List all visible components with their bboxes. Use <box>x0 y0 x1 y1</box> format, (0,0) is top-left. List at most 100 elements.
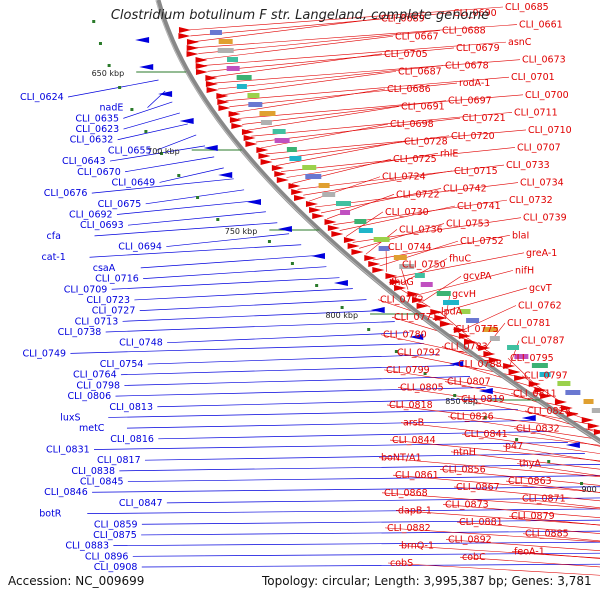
right-gene-label: CLI_0673 <box>522 55 566 66</box>
left-gene-label: CLI_0655 <box>108 145 152 156</box>
marker-dot <box>367 328 371 331</box>
cog-block <box>591 408 600 413</box>
left-connector <box>109 145 206 162</box>
right-gene-label: fhuG <box>391 277 414 288</box>
right-connector <box>392 474 600 493</box>
forward-gene-arrow <box>228 111 241 117</box>
right-connector <box>320 188 442 214</box>
left-gene-label: CLI_0754 <box>100 359 144 370</box>
right-connector <box>275 141 403 166</box>
right-gene-label: CLI_0871 <box>522 494 566 505</box>
right-gene-label: CLI_0856 <box>442 464 486 475</box>
right-connector <box>379 240 459 267</box>
forward-gene-arrow <box>453 327 466 333</box>
left-connector <box>159 167 224 183</box>
right-gene-label: CLI_0687 <box>398 66 442 77</box>
reverse-gene-arrow <box>139 64 154 70</box>
right-gene-label: lpdA <box>441 306 463 317</box>
marker-dot <box>515 438 519 441</box>
right-gene-label: blaI <box>512 230 529 241</box>
cog-block <box>286 147 297 152</box>
cog-block <box>393 255 407 260</box>
left-connector <box>91 178 234 194</box>
left-gene-label: cat-1 <box>42 252 66 263</box>
forward-gene-arrow <box>324 219 337 225</box>
right-connector <box>507 357 535 385</box>
right-gene-label: CLI_0720 <box>451 131 495 142</box>
right-gene-label: CLI_0805 <box>400 382 444 393</box>
right-gene-label: CLI_0868 <box>384 488 428 499</box>
cog-block <box>227 57 239 62</box>
reverse-gene-arrow <box>370 307 385 313</box>
cog-block <box>399 264 415 269</box>
right-connector <box>187 6 504 31</box>
left-gene-label: CLI_0632 <box>70 135 114 146</box>
cog-block <box>459 309 471 314</box>
left-gene-label: CLI_0749 <box>22 348 66 359</box>
forward-gene-arrow <box>407 291 420 297</box>
forward-gene-arrow <box>508 369 521 375</box>
left-gene-label: CLI_0831 <box>46 445 90 456</box>
right-gene-label: CLI_0715 <box>454 166 498 177</box>
marker-dot <box>394 350 398 353</box>
right-connector <box>201 35 394 60</box>
forward-gene-arrow <box>216 93 229 99</box>
cog-block <box>514 354 529 359</box>
right-gene-label: CLI_0721 <box>462 113 506 124</box>
right-gene-label: CLI_0781 <box>507 318 551 329</box>
right-gene-label: CLI_0678 <box>445 61 489 72</box>
right-gene-label: CLI_0725 <box>393 154 437 165</box>
forward-gene-arrow <box>385 273 398 279</box>
left-gene-label: CLI_0883 <box>65 541 109 552</box>
right-gene-label: CLI_0885 <box>525 529 569 540</box>
cog-block <box>354 219 367 224</box>
reverse-gene-arrow <box>203 145 218 151</box>
right-connector <box>445 293 451 320</box>
marker-dot <box>144 130 148 133</box>
left-connector <box>120 365 455 376</box>
forward-gene-arrow <box>343 237 356 243</box>
reverse-gene-arrow <box>179 118 194 124</box>
left-gene-label: CLI_0813 <box>109 402 153 413</box>
cog-block <box>322 192 336 197</box>
right-gene-label: CLI_0736 <box>399 224 443 235</box>
forward-gene-arrow <box>245 141 258 147</box>
forward-gene-arrow <box>260 159 273 165</box>
forward-gene-arrow <box>309 207 322 213</box>
cog-block <box>340 210 351 215</box>
right-connector <box>442 504 600 518</box>
right-gene-label: CLI_0797 <box>524 371 568 382</box>
left-connector <box>123 101 173 119</box>
cog-block <box>236 75 252 80</box>
right-connector <box>511 550 600 559</box>
right-gene-label: CLI_0799 <box>386 365 430 376</box>
right-gene-label: CLI_0881 <box>459 517 503 528</box>
right-gene-label: CLI_0710 <box>528 125 572 136</box>
right-connector <box>400 258 448 284</box>
right-connector <box>265 129 527 155</box>
left-gene-label: CLI_0623 <box>76 124 120 135</box>
right-connector <box>270 135 450 161</box>
right-gene-label: CLI_0788 <box>458 359 502 370</box>
left-connector <box>141 563 600 568</box>
cog-block <box>557 381 571 386</box>
right-gene-label: CLI_0762 <box>518 300 562 311</box>
cog-block <box>436 291 451 296</box>
genome-ring <box>136 0 600 445</box>
reverse-gene-arrow <box>135 37 150 43</box>
reverse-gene-arrow <box>333 280 348 286</box>
right-gene-label: CLI_0689 <box>381 14 425 25</box>
left-gene-label: CLI_0816 <box>110 434 154 445</box>
forward-gene-arrow <box>394 285 407 291</box>
right-gene-label: CLI_0697 <box>448 96 492 107</box>
marker-dot <box>340 306 344 309</box>
right-connector <box>453 486 600 502</box>
forward-gene-arrow <box>231 123 244 129</box>
right-connector <box>345 211 384 237</box>
forward-gene-arrow <box>178 27 191 33</box>
left-gene-label: CLI_0643 <box>62 156 106 167</box>
left-gene-label: CLI_0896 <box>85 551 129 562</box>
forward-gene-arrow <box>534 387 547 393</box>
